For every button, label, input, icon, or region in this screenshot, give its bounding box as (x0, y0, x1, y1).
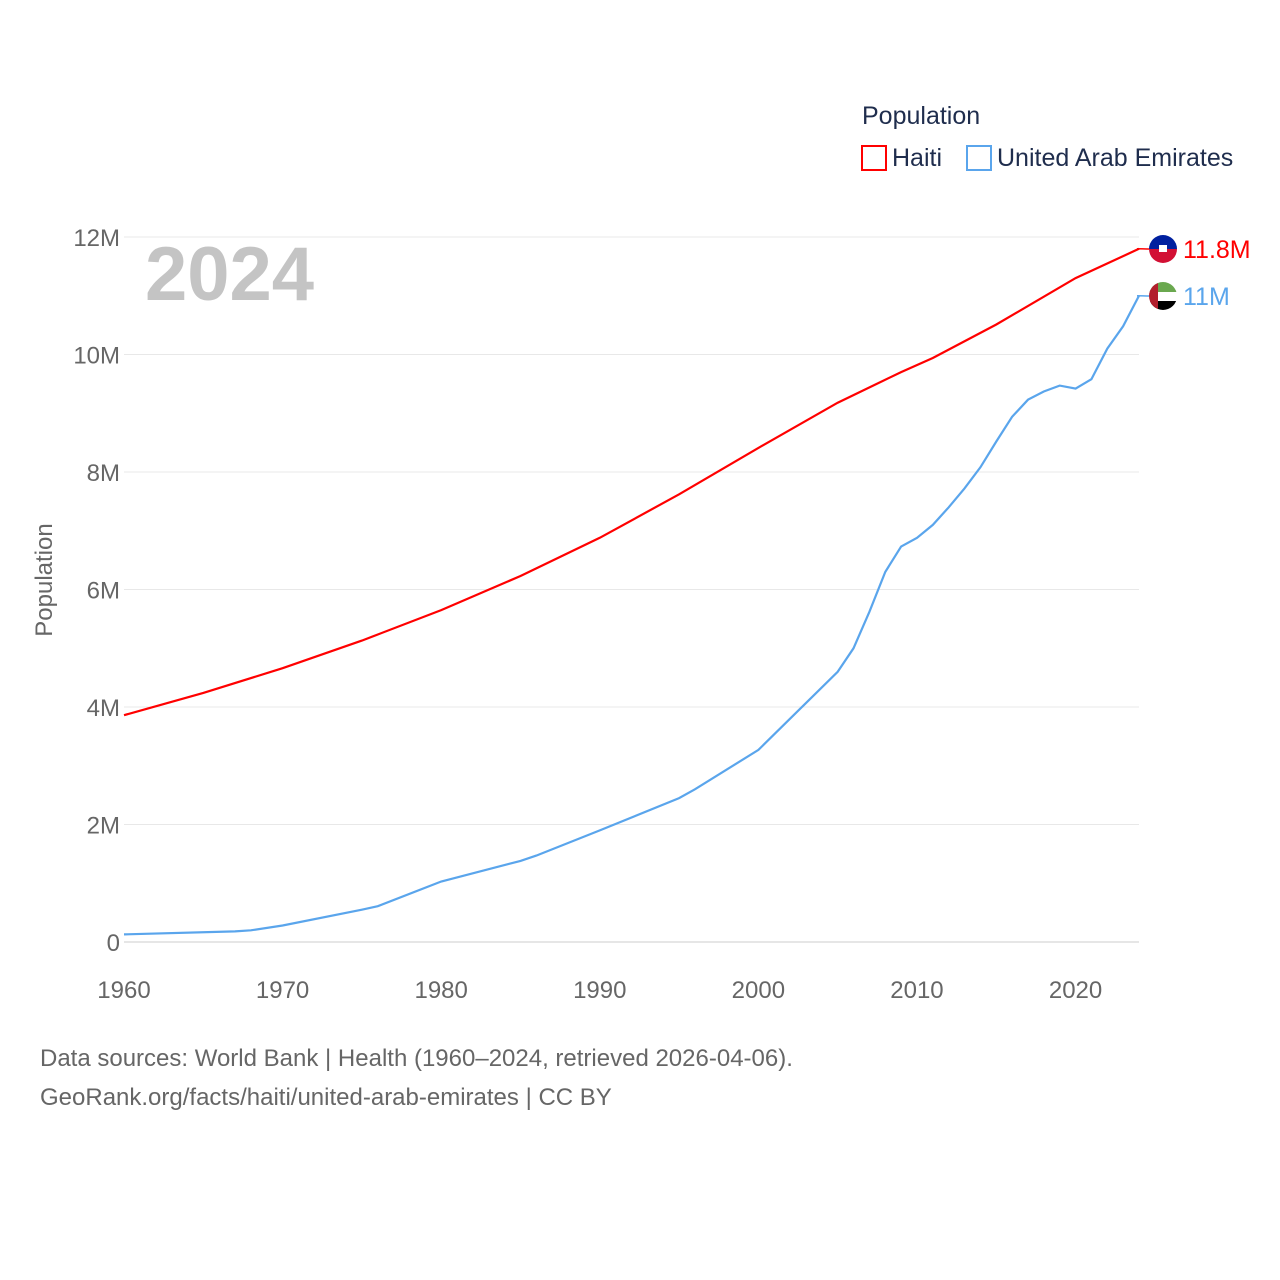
x-tick-label: 1980 (414, 977, 467, 1004)
y-tick-label: 6M (87, 578, 120, 605)
y-tick-label: 2M (87, 813, 120, 840)
legend-label-uae[interactable]: United Arab Emirates (997, 144, 1233, 172)
uae-flag-icon (1149, 282, 1177, 310)
legend-swatch-haiti[interactable] (861, 145, 887, 171)
end-value-label: 11.8M (1183, 236, 1251, 264)
y-tick-label: 12M (73, 225, 120, 252)
y-axis-title: Population (31, 523, 58, 636)
data-source-text: Data sources: World Bank | Health (1960–… (40, 1045, 793, 1072)
haiti-flag-icon (1149, 235, 1177, 263)
y-tick-label: 4M (87, 695, 120, 722)
series-line-haiti (123, 247, 1140, 717)
x-tick-label: 1960 (97, 977, 150, 1004)
end-value-label: 11M (1183, 283, 1230, 311)
x-tick-label: 1970 (256, 977, 309, 1004)
year-watermark: 2024 (145, 232, 314, 317)
attribution-link[interactable]: GeoRank.org/facts/haiti/united-arab-emir… (40, 1084, 612, 1111)
legend-label-haiti[interactable]: Haiti (892, 144, 942, 172)
x-tick-label: 2000 (732, 977, 785, 1004)
y-tick-label: 10M (73, 343, 120, 370)
y-tick-label: 0 (107, 930, 120, 957)
y-tick-label: 8M (87, 460, 120, 487)
x-tick-label: 2020 (1049, 977, 1102, 1004)
x-tick-label: 1990 (573, 977, 626, 1004)
legend: Population Haiti United Arab Emirates (861, 102, 1233, 172)
series-line-united-arab-emirates (123, 295, 1140, 936)
legend-swatch-uae[interactable] (966, 145, 992, 171)
x-tick-label: 2010 (890, 977, 943, 1004)
legend-title: Population (862, 102, 980, 130)
